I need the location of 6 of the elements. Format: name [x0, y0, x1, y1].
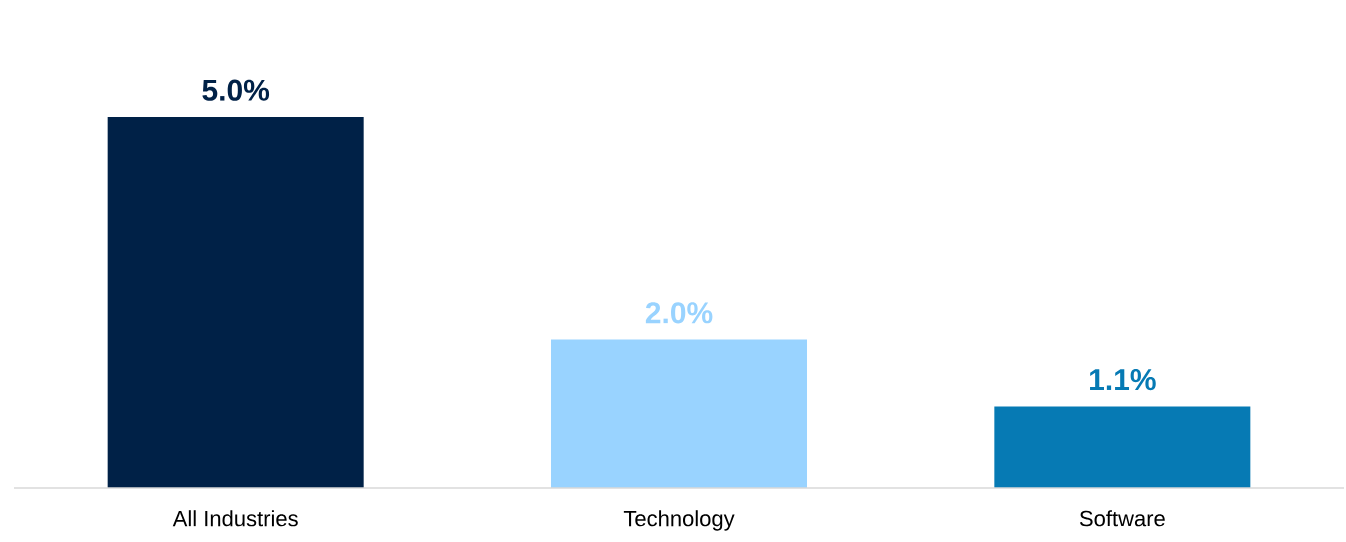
- data-label: 5.0%: [202, 79, 270, 101]
- data-label: 2.0%: [645, 302, 713, 324]
- x-tick-label: Software: [1079, 510, 1165, 527]
- x-tick-label: Technology: [623, 510, 735, 531]
- data-label: 1.1%: [1090, 369, 1156, 391]
- x-tick-label: All Industries: [172, 510, 298, 527]
